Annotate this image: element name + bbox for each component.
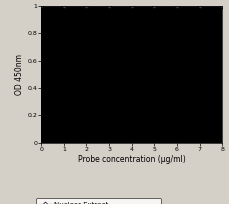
- Nuclear Extract + Competitor: [198, 5, 201, 7]
- X-axis label: Probe concentration (µg/ml): Probe concentration (µg/ml): [78, 155, 185, 164]
- Nuclear Extract: [108, 5, 110, 7]
- Nuclear Extract + Competitor: [130, 5, 133, 7]
- Y-axis label: OD 450nm: OD 450nm: [15, 54, 25, 95]
- Nuclear Extract + Competitor: [221, 5, 224, 7]
- Legend: Nuclear Extract, Nuclear Extract + Competitor: Nuclear Extract, Nuclear Extract + Compe…: [36, 198, 161, 204]
- Nuclear Extract + Competitor: [40, 5, 43, 7]
- Nuclear Extract + Competitor: [85, 5, 88, 7]
- Nuclear Extract: [221, 5, 224, 7]
- Nuclear Extract: [175, 5, 178, 7]
- Nuclear Extract: [85, 5, 88, 7]
- Nuclear Extract: [130, 5, 133, 7]
- Nuclear Extract + Competitor: [175, 5, 178, 7]
- Nuclear Extract: [63, 5, 65, 7]
- Line: Nuclear Extract + Competitor: Nuclear Extract + Competitor: [39, 4, 224, 8]
- Nuclear Extract + Competitor: [63, 5, 65, 7]
- Nuclear Extract + Competitor: [108, 5, 110, 7]
- Nuclear Extract: [40, 5, 43, 7]
- Nuclear Extract: [198, 5, 201, 7]
- Line: Nuclear Extract: Nuclear Extract: [39, 4, 224, 8]
- Nuclear Extract: [153, 5, 156, 7]
- Nuclear Extract + Competitor: [153, 5, 156, 7]
